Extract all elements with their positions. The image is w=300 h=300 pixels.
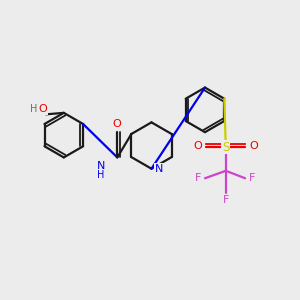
Text: F: F (223, 195, 229, 205)
Text: H: H (29, 104, 37, 114)
Text: O: O (39, 104, 47, 114)
Text: H: H (97, 170, 105, 180)
Text: F: F (248, 173, 255, 183)
Text: O: O (249, 141, 258, 152)
Text: F: F (195, 173, 202, 183)
Text: S: S (222, 140, 230, 154)
Text: N: N (97, 161, 105, 171)
Text: O: O (112, 119, 121, 129)
Text: O: O (194, 141, 203, 152)
Text: N: N (155, 164, 164, 174)
